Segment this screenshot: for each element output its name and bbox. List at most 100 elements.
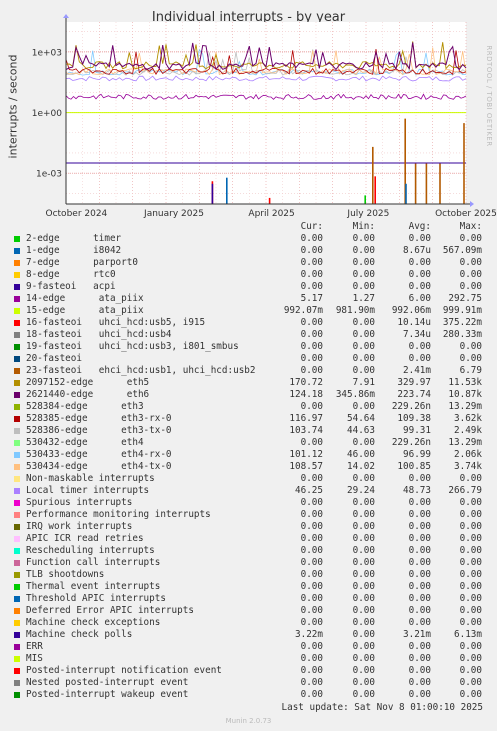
value-avg: 0.00 [408, 353, 431, 364]
legend-swatch [14, 284, 20, 290]
legend-label: Machine check exceptions [26, 617, 161, 628]
header-cur: Cur: [300, 221, 323, 232]
legend-label: 2097152-edge eth5 [26, 377, 150, 388]
legend-label: Local timer interrupts [26, 485, 150, 496]
value-cur: 0.00 [300, 437, 323, 448]
value-min: 0.00 [352, 605, 375, 616]
value-avg: 99.31 [403, 425, 431, 436]
value-min: 0.00 [352, 401, 375, 412]
legend-label: 18-fasteoi uhci_hcd:usb4 [26, 329, 172, 340]
value-cur: 101.12 [289, 449, 323, 460]
legend-label: Rescheduling interrupts [26, 545, 155, 556]
legend-swatch [14, 332, 20, 338]
legend-label: 528385-edge eth3-rx-0 [26, 413, 172, 424]
legend-label: 528386-edge eth3-tx-0 [26, 425, 172, 436]
legend-swatch [14, 524, 20, 530]
value-cur: 0.00 [300, 605, 323, 616]
legend-row: 528386-edge eth3-tx-0 103.74 44.63 99.31 2.4… [12, 425, 487, 437]
legend-swatch [14, 692, 20, 698]
value-avg: 0.00 [408, 557, 431, 568]
legend-label: 19-fasteoi uhci_hcd:usb3, i801_smbus [26, 341, 239, 352]
value-cur: 0.00 [300, 545, 323, 556]
legend-swatch [14, 308, 20, 314]
series-line-eth3-rx [65, 48, 467, 75]
legend-row: 16-fasteoi uhci_hcd:usb5, i915 0.00 0.00 10… [12, 317, 487, 329]
legend-label: Non-maskable interrupts [26, 473, 155, 484]
value-max: 375.22m [442, 317, 482, 328]
legend-swatch [14, 656, 20, 662]
legend-label: 7-edge parport0 [26, 257, 138, 268]
value-cur: 0.00 [300, 641, 323, 652]
legend-row: 19-fasteoi uhci_hcd:usb3, i801_smbus 0.00… [12, 341, 487, 353]
legend-swatch [14, 452, 20, 458]
value-avg: 100.85 [397, 461, 431, 472]
value-min: 7.91 [352, 377, 375, 388]
value-cur: 0.00 [300, 329, 323, 340]
value-min: 0.00 [352, 533, 375, 544]
value-max: 2.49k [454, 425, 482, 436]
value-min: 54.64 [347, 413, 375, 424]
value-cur: 0.00 [300, 341, 323, 352]
value-cur: 3.22m [295, 629, 323, 640]
value-avg: 96.99 [403, 449, 431, 460]
value-avg: 0.00 [408, 233, 431, 244]
value-avg: 109.38 [397, 413, 431, 424]
value-min: 0.00 [352, 353, 375, 364]
value-avg: 229.26n [391, 401, 431, 412]
axes: 1e+03 1e+00 1e-03 October 2024 January 2025 A… [32, 14, 497, 219]
value-avg: 0.00 [408, 341, 431, 352]
x-tick-label: October 2024 [46, 209, 108, 219]
legend-swatch [14, 236, 20, 242]
legend-label: IRQ work interrupts [26, 521, 133, 532]
legend-swatch [14, 560, 20, 566]
legend-row: Thermal event interrupts 0.00 0.00 0.00 0.00 [12, 581, 487, 593]
legend-swatch [14, 608, 20, 614]
value-cur: 0.00 [300, 473, 323, 484]
legend-label: Deferred Error APIC interrupts [26, 605, 194, 616]
value-max: 11.53k [448, 377, 482, 388]
legend-row: 530433-edge eth4-rx-0 101.12 46.00 96.99 2.0… [12, 449, 487, 461]
value-cur: 0.00 [300, 353, 323, 364]
value-min: 0.00 [352, 245, 375, 256]
value-max: 13.29m [448, 437, 482, 448]
legend-row: Local timer interrupts 46.25 29.24 48.73 266… [12, 485, 487, 497]
legend-label: 14-edge ata_piix [26, 293, 144, 304]
value-avg: 0.00 [408, 509, 431, 520]
value-max: 567.09m [442, 245, 482, 256]
value-avg: 0.00 [408, 677, 431, 688]
value-avg: 48.73 [403, 485, 431, 496]
legend-label: 530432-edge eth4 [26, 437, 144, 448]
legend-swatch [14, 476, 20, 482]
value-min: 0.00 [352, 545, 375, 556]
series-line-eth6 [65, 42, 467, 71]
y-tick-label: 1e-03 [36, 170, 62, 180]
value-cur: 0.00 [300, 617, 323, 628]
legend-row: 2097152-edge eth5 170.72 7.91 329.97 11.53k [12, 377, 487, 389]
legend-label: 1-edge i8042 [26, 245, 122, 256]
value-max: 0.00 [459, 653, 482, 664]
value-min: 0.00 [352, 509, 375, 520]
value-max: 0.00 [459, 593, 482, 604]
legend-label: Thermal event interrupts [26, 581, 161, 592]
value-min: 0.00 [352, 269, 375, 280]
value-avg: 329.97 [397, 377, 431, 388]
x-tick-label: October 2025 [435, 209, 497, 219]
legend-label: 23-fasteoi ehci_hcd:usb1, uhci_hcd:usb2 [26, 365, 256, 376]
legend-row: Function call interrupts 0.00 0.00 0.00 0.00 [12, 557, 487, 569]
value-min: 0.00 [352, 641, 375, 652]
value-cur: 46.25 [295, 485, 323, 496]
legend-label: 528384-edge eth3 [26, 401, 144, 412]
value-avg: 0.00 [408, 473, 431, 484]
legend-swatch [14, 536, 20, 542]
value-max: 3.74k [454, 461, 482, 472]
value-avg: 0.00 [408, 665, 431, 676]
legend-label: 530433-edge eth4-rx-0 [26, 449, 172, 460]
legend-label: 2621440-edge eth6 [26, 389, 150, 400]
value-avg: 0.00 [408, 521, 431, 532]
value-min: 0.00 [352, 689, 375, 700]
value-avg: 229.26n [391, 437, 431, 448]
value-max: 0.00 [459, 641, 482, 652]
legend-label: 15-edge ata_piix [26, 305, 144, 316]
value-avg: 8.67u [403, 245, 431, 256]
value-min: 0.00 [352, 665, 375, 676]
